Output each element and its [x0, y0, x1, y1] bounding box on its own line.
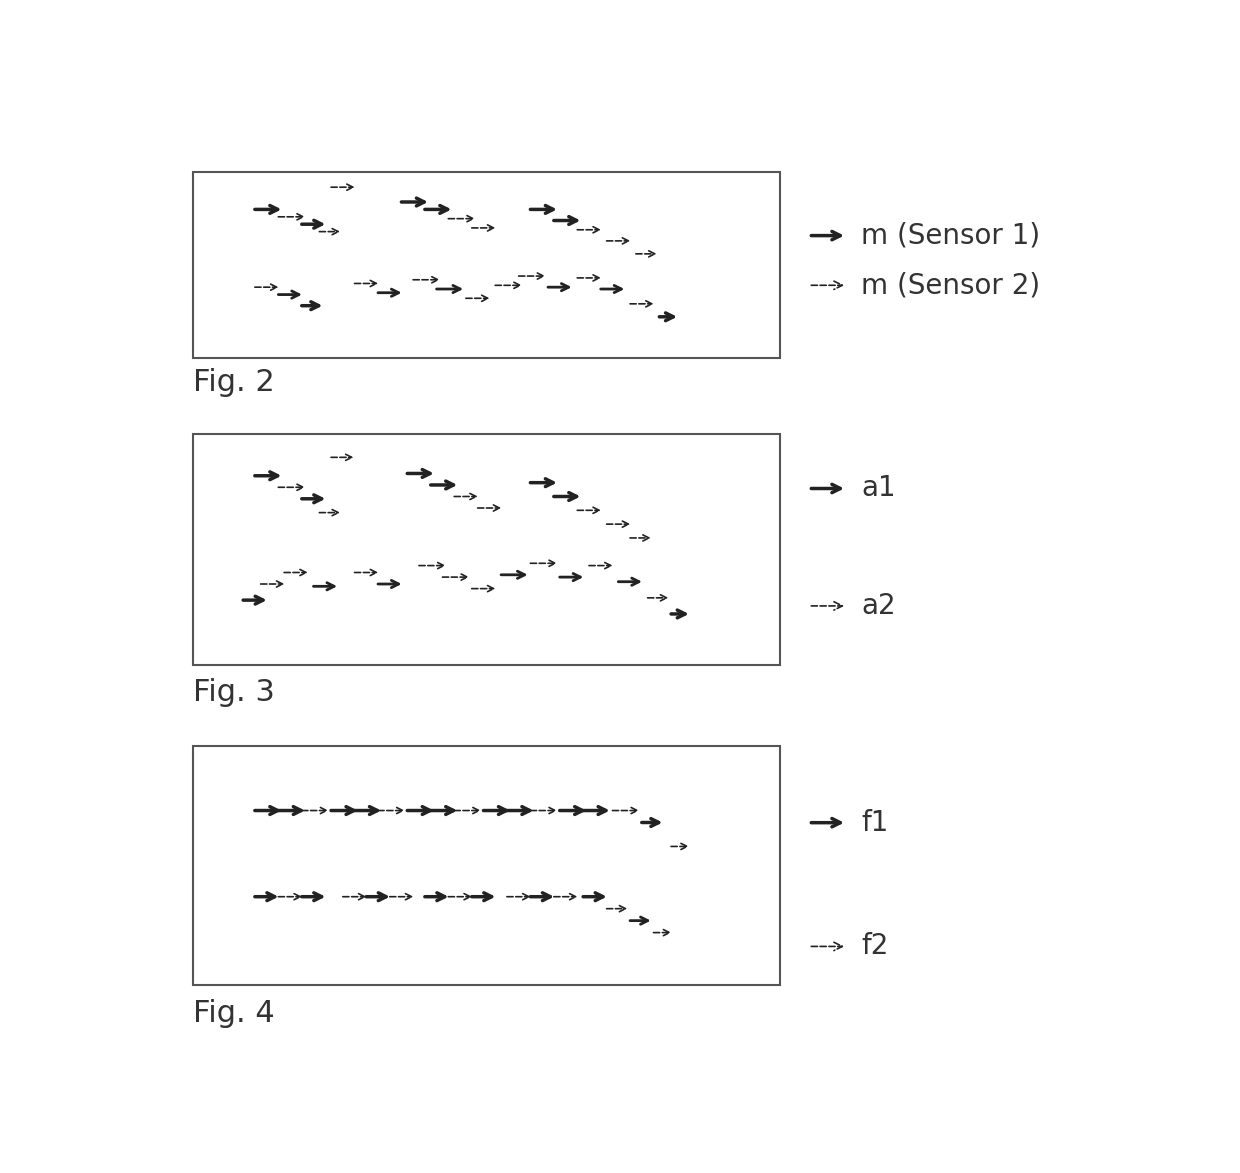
Text: a2: a2 — [862, 592, 897, 619]
Text: Fig. 4: Fig. 4 — [193, 999, 275, 1028]
Bar — [193, 172, 780, 358]
Text: a1: a1 — [862, 475, 897, 502]
Text: f2: f2 — [862, 933, 889, 961]
Text: Fig. 3: Fig. 3 — [193, 678, 275, 707]
Text: Fig. 2: Fig. 2 — [193, 368, 275, 398]
Bar — [193, 746, 780, 985]
Text: f1: f1 — [862, 808, 889, 836]
Text: m (Sensor 1): m (Sensor 1) — [862, 222, 1040, 250]
Text: m (Sensor 2): m (Sensor 2) — [862, 271, 1040, 299]
Bar — [193, 434, 780, 665]
